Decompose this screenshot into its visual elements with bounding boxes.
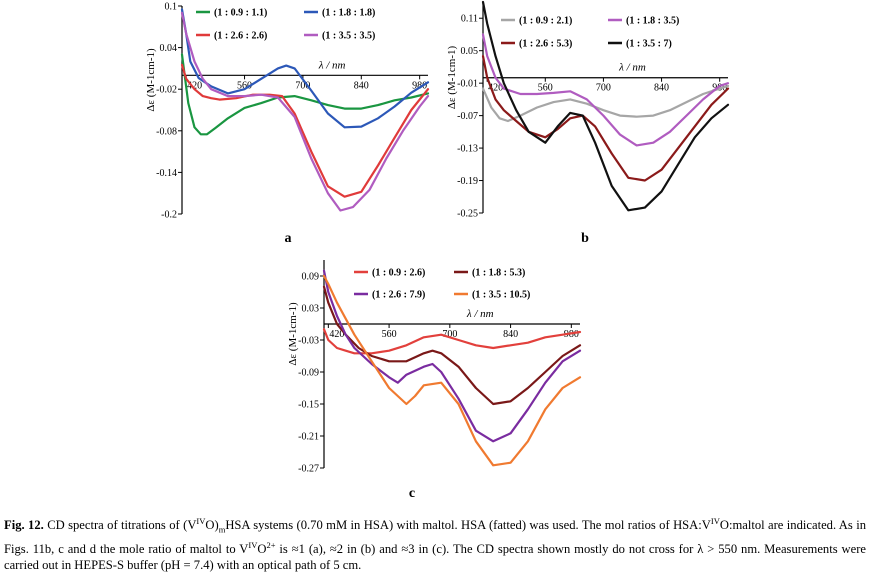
y-tick-label: -0.09 xyxy=(298,368,319,379)
y-tick-label: 0.1 xyxy=(165,2,178,13)
x-tick-label: 840 xyxy=(654,83,669,94)
chart-panel-a: 0.1 0.04 -0.02 -0.08 -0.14 -0.2 420 560 700 840 98… xyxy=(145,2,430,246)
series-line-2 xyxy=(180,8,430,129)
x-tick-label: 840 xyxy=(354,80,369,91)
y-tick-label: -0.2 xyxy=(161,210,177,221)
x-tick-label: 700 xyxy=(596,83,611,94)
figure-stage: 0.1 0.04 -0.02 -0.08 -0.14 -0.2 420 560 700 840 98… xyxy=(145,0,730,500)
panel-label: b xyxy=(581,231,589,246)
legend-label: (1 : 2.6 : 2.6) xyxy=(214,31,267,42)
legend-label: (1 : 2.6 : 5.3) xyxy=(519,39,572,50)
y-tick-label: -0.21 xyxy=(298,432,319,443)
legend-label: (1 : 0.9 : 2.1) xyxy=(519,16,572,27)
series-line-1 xyxy=(322,328,582,355)
y-axis-label: Δε (M-1cm-1) xyxy=(145,48,157,112)
caption-fig-label: Fig. 12. xyxy=(4,518,44,533)
legend-label: (1 : 3.5 : 10.5) xyxy=(472,290,530,301)
legend-label: (1 : 1.8 : 3.5) xyxy=(626,16,679,27)
legend-label: (1 : 2.6 : 7.9) xyxy=(372,290,425,301)
chart-panel-b: 0.11 0.05 -0.01 -0.07 -0.13 -0.19 -0.25 420 560 7… xyxy=(446,0,730,246)
x-axis-label: λ / nm xyxy=(618,62,646,74)
y-axis-label: Δε (M-1cm-1) xyxy=(287,302,299,366)
y-tick-label: -0.25 xyxy=(457,209,478,220)
y-tick-label: -0.19 xyxy=(457,176,478,187)
x-tick-label: 840 xyxy=(503,329,518,340)
legend-label: (1 : 1.8 : 5.3) xyxy=(472,268,525,279)
y-tick-label: 0.05 xyxy=(461,46,479,57)
caption-text: HSA systems (0.70 mM in HSA) with maltol… xyxy=(225,518,711,533)
series-line-3 xyxy=(322,269,582,443)
legend-label: (1 : 0.9 : 2.6) xyxy=(372,268,425,279)
legend-label: (1 : 3.5 : 7) xyxy=(626,39,672,50)
x-axis-label: λ / nm xyxy=(466,308,494,320)
series-line-3 xyxy=(180,63,430,198)
y-tick-label: -0.27 xyxy=(298,464,319,475)
y-tick-label: -0.01 xyxy=(457,79,478,90)
caption-sup: 2+ xyxy=(266,540,276,551)
y-tick-label: -0.13 xyxy=(457,144,478,155)
caption-text: CD spectra of titrations of (V xyxy=(43,518,197,533)
x-tick-label: 420 xyxy=(488,83,503,94)
caption-text: O:maltol are indicated. As in Figs. 11b,… xyxy=(4,518,867,557)
caption-text: O) xyxy=(205,518,219,533)
legend-label: (1 : 1.8 : 1.8) xyxy=(322,8,375,19)
y-tick-label: 0.09 xyxy=(302,272,320,283)
figure-caption: Fig. 12. CD spectra of titrations of (VI… xyxy=(4,514,866,573)
panel-label: a xyxy=(285,231,292,246)
y-tick-label: 0.11 xyxy=(461,14,478,25)
y-tick-label: -0.03 xyxy=(298,336,319,347)
x-tick-label: 700 xyxy=(295,80,310,91)
y-tick-label: 0.04 xyxy=(160,43,178,54)
x-tick-label: 980 xyxy=(412,80,427,91)
series-line-4 xyxy=(180,11,430,212)
caption-sup: IV xyxy=(248,540,258,551)
series-line-4 xyxy=(481,0,730,212)
x-tick-label: 980 xyxy=(564,329,579,340)
chart-panel-c: 0.09 0.03 -0.03 -0.09 -0.15 -0.21 -0.27 420 560 7… xyxy=(287,260,582,500)
series-line-2 xyxy=(481,33,730,147)
y-axis-label: Δε (M-1cm-1) xyxy=(446,46,458,110)
x-tick-label: 420 xyxy=(329,329,344,340)
caption-sup: IV xyxy=(196,516,206,526)
y-tick-label: -0.08 xyxy=(156,126,177,137)
x-tick-label: 560 xyxy=(382,329,397,340)
y-tick-label: -0.07 xyxy=(457,111,478,122)
y-tick-label: -0.14 xyxy=(156,168,177,179)
caption-sup: IV xyxy=(710,516,720,526)
series-line-4 xyxy=(322,274,582,467)
legend-label: (1 : 3.5 : 3.5) xyxy=(322,31,375,42)
x-axis-label: λ / nm xyxy=(318,59,346,71)
y-tick-label: -0.02 xyxy=(156,85,177,96)
legend-label: (1 : 0.9 : 1.1) xyxy=(214,8,267,19)
x-tick-label: 700 xyxy=(442,329,457,340)
x-tick-label: 560 xyxy=(237,80,252,91)
x-tick-label: 560 xyxy=(538,83,553,94)
caption-sub: m xyxy=(218,524,226,535)
panel-label: c xyxy=(409,486,415,500)
caption-text: O xyxy=(257,542,267,557)
y-tick-label: -0.15 xyxy=(298,400,319,411)
series-line-1 xyxy=(180,53,430,136)
x-tick-label: 420 xyxy=(187,80,202,91)
y-tick-label: 0.03 xyxy=(302,304,320,315)
